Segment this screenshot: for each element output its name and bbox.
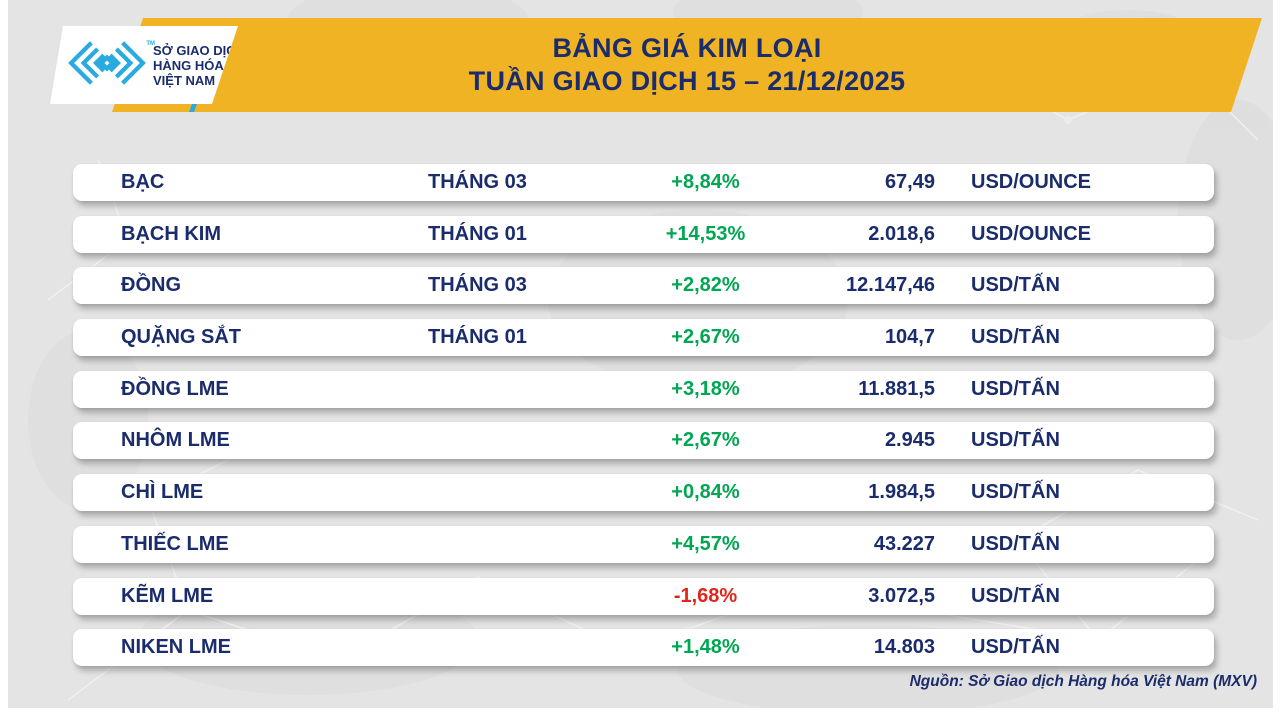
table-row: ĐỒNG THÁNG 03 +2,82% 12.147,46 USD/TẤN [73,267,1214,305]
logo-org-line-2: HÀNG HÓA [153,57,224,73]
contract-month: THÁNG 03 [428,274,527,297]
table-row: ĐỒNG LME +3,18% 11.881,5 USD/TẤN [73,370,1214,408]
price-unit: USD/OUNCE [971,171,1092,193]
price-unit: USD/TẤN [971,584,1060,607]
price-unit: USD/TẤN [971,636,1060,659]
logo-org-name: SỞ GIAO DỊCH HÀNG HÓA VIỆT NAM [153,43,245,88]
contract-month: THÁNG 01 [428,222,527,245]
change-percent: +14,53% [665,222,746,245]
change-percent: +0,84% [671,481,740,504]
table-row: BẠC THÁNG 03 +8,84% 67,49 USD/OUNCE [73,164,1214,201]
table-row: QUẶNG SẮT THÁNG 01 +2,67% 104,7 USD/TẤN [73,319,1214,357]
price-unit: USD/TẤN [971,532,1060,555]
source-credit: Nguồn: Sở Giao dịch Hàng hóa Việt Nam (M… [909,673,1257,690]
price-unit: USD/TẤN [971,481,1060,504]
price-unit: USD/TẤN [971,429,1060,452]
change-percent: +8,84% [671,171,740,193]
price-unit: USD/TẤN [971,274,1060,297]
price-table: BẠC THÁNG 03 +8,84% 67,49 USD/OUNCE BẠCH… [73,164,1214,681]
commodity-name: ĐỒNG [121,274,181,297]
table-row: NIKEN LME +1,48% 14.803 USD/TẤN [73,629,1214,667]
price-unit: USD/TẤN [971,326,1060,349]
commodity-name: KẼM LME [121,584,214,607]
commodity-name: QUẶNG SẮT [121,326,241,349]
title-banner: BẢNG GIÁ KIM LOẠI TUẦN GIAO DỊCH 15 – 21… [112,18,1262,112]
price-value: 11.881,5 [858,377,935,400]
commodity-name: CHÌ LME [121,481,204,504]
change-percent: +2,82% [671,274,740,297]
logo-org-line-3: VIỆT NAM [153,72,216,88]
commodity-name: ĐỒNG LME [121,377,229,400]
change-percent: +4,57% [671,532,740,555]
mxv-chevron-logo-icon: TM [68,37,146,94]
price-unit: USD/OUNCE [971,222,1092,245]
commodity-name: BẠCH KIM [121,222,221,245]
price-board-canvas: BẢNG GIÁ KIM LOẠI TUẦN GIAO DỊCH 15 – 21… [8,0,1273,708]
commodity-name: NHÔM LME [121,429,230,452]
contract-month: THÁNG 01 [428,326,527,349]
change-percent: +2,67% [671,429,740,452]
table-row: NHÔM LME +2,67% 2.945 USD/TẤN [73,422,1214,460]
logo-org-line-1: SỞ GIAO DỊCH [153,42,245,58]
contract-month: THÁNG 03 [428,171,527,193]
board-subtitle-week: TUẦN GIAO DỊCH 15 – 21/12/2025 [468,66,906,96]
price-value: 1.984,5 [868,481,935,504]
price-value: 12.147,46 [846,274,935,297]
commodity-name: THIẾC LME [121,532,229,555]
table-row: BẠCH KIM THÁNG 01 +14,53% 2.018,6 USD/OU… [73,215,1214,253]
change-percent: +1,48% [671,636,740,659]
change-percent: +3,18% [671,377,740,400]
price-value: 2.945 [884,429,935,452]
table-row: THIẾC LME +4,57% 43.227 USD/TẤN [73,525,1214,563]
commodity-name: BẠC [121,171,165,193]
commodity-name: NIKEN LME [121,636,231,659]
price-value: 67,49 [884,171,935,193]
trademark-symbol: TM [146,40,155,47]
price-value: 104,7 [884,326,935,349]
price-value: 3.072,5 [868,584,935,607]
mxv-logo: TM SỞ GIAO DỊCH HÀNG HÓA VIỆT NAM [50,26,238,104]
table-row: CHÌ LME +0,84% 1.984,5 USD/TẤN [73,474,1214,512]
table-row: KẼM LME -1,68% 3.072,5 USD/TẤN [73,577,1214,615]
price-value: 2.018,6 [868,222,935,245]
board-title: BẢNG GIÁ KIM LOẠI [552,33,822,63]
change-percent: -1,68% [673,584,738,607]
change-percent: +2,67% [671,326,740,349]
price-value: 14.803 [873,636,935,659]
price-unit: USD/TẤN [971,377,1060,400]
price-value: 43.227 [873,532,935,555]
